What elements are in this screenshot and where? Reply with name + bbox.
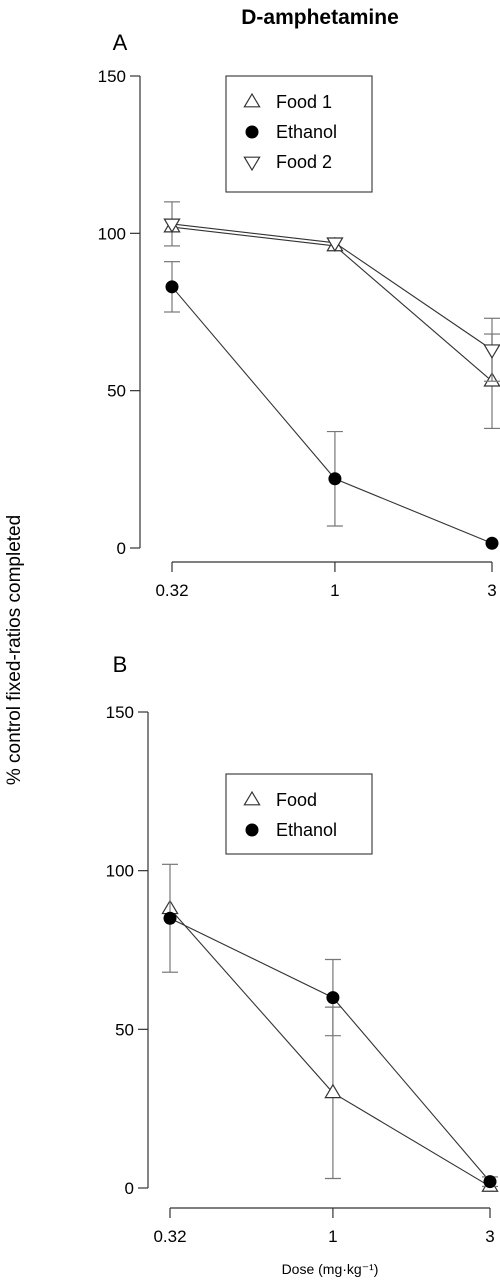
panel-a-x-tick-label: 0.32 — [155, 581, 188, 600]
panel-a-legend-marker-food-1 — [243, 92, 261, 108]
panel-a-x-tick-label: 3 — [487, 581, 496, 600]
panel-b-x-tick-label: 3 — [485, 1227, 494, 1246]
panel-b-series-food-line — [169, 908, 491, 1187]
figure-title: D-amphetamine — [241, 6, 399, 29]
panel-a-legend-label-food-2: Food 2 — [276, 152, 332, 172]
panel-a-series-food-2-point — [163, 218, 181, 234]
panel-a-legend-marker-food-2 — [243, 156, 261, 172]
panel-a-series-ethanol — [164, 261, 499, 550]
panel-a-y-tick-label: 0 — [117, 539, 126, 558]
panel-b-series-food-point — [324, 1083, 342, 1099]
panel-a-series-ethanol-line — [171, 286, 493, 544]
panel-a-legend-label-ethanol: Ethanol — [276, 122, 337, 142]
panel-b-legend-label-food: Food — [276, 790, 317, 810]
panel-a-series-food-1 — [163, 217, 500, 430]
panel-b-x-tick-label: 1 — [328, 1227, 337, 1246]
panel-a-series-ethanol-point — [485, 536, 499, 550]
panel-a-legend-marker-ethanol — [245, 125, 259, 139]
panel-b-legend: Food Ethanol — [225, 773, 373, 855]
panel-a-chart: 0 50 100 150 0.32 1 3 Food 1 Ethanol Food 2 — [98, 67, 500, 600]
panel-b-legend-marker-ethanol — [245, 823, 259, 837]
panel-a-legend-label-food-1: Food 1 — [276, 92, 332, 112]
panel-b-y-tick-label: 100 — [106, 862, 134, 881]
panel-b-series-ethanol — [162, 863, 498, 1189]
panel-b-y-tick-label: 150 — [106, 703, 134, 722]
panel-a-series-ethanol-point — [165, 280, 179, 294]
panel-b-series-ethanol-point — [483, 1175, 497, 1189]
panel-b-y-tick-label: 50 — [115, 1020, 134, 1039]
panel-b-series-ethanol-line — [169, 917, 491, 1183]
panel-b-chart: 0 50 100 150 0.32 1 3 Food Ethanol — [106, 703, 499, 1246]
panel-b-series-ethanol-point — [326, 991, 340, 1005]
panel-a-legend: Food 1 Ethanol Food 2 — [225, 75, 373, 193]
panel-b-legend-box — [225, 773, 373, 855]
panel-a-y-tick-label: 150 — [98, 67, 126, 86]
panel-a-series-food-2-point — [483, 344, 500, 359]
panel-b-legend-marker-food — [243, 790, 261, 806]
panel-b-label: B — [113, 652, 128, 677]
panel-b-y-tick-label: 0 — [125, 1179, 134, 1198]
panel-a-series-food-2 — [163, 201, 500, 382]
x-axis-label: Dose (mg·kg⁻¹) — [282, 1261, 379, 1277]
panel-b-series-ethanol-point — [163, 911, 177, 925]
panel-b-x-tick-label: 0.32 — [153, 1227, 186, 1246]
panel-a-x-tick-label: 1 — [330, 581, 339, 600]
panel-b-series-food — [161, 899, 499, 1192]
panel-a-y-tick-label: 50 — [107, 382, 126, 401]
panel-a-y-tick-label: 100 — [98, 224, 126, 243]
panel-a-label: A — [113, 30, 128, 55]
panel-a-series-food-2-point — [326, 237, 344, 252]
panel-a-series-ethanol-point — [328, 472, 342, 486]
y-axis-label: % control fixed-ratios completed — [4, 515, 25, 785]
panel-b-legend-label-ethanol: Ethanol — [276, 820, 337, 840]
